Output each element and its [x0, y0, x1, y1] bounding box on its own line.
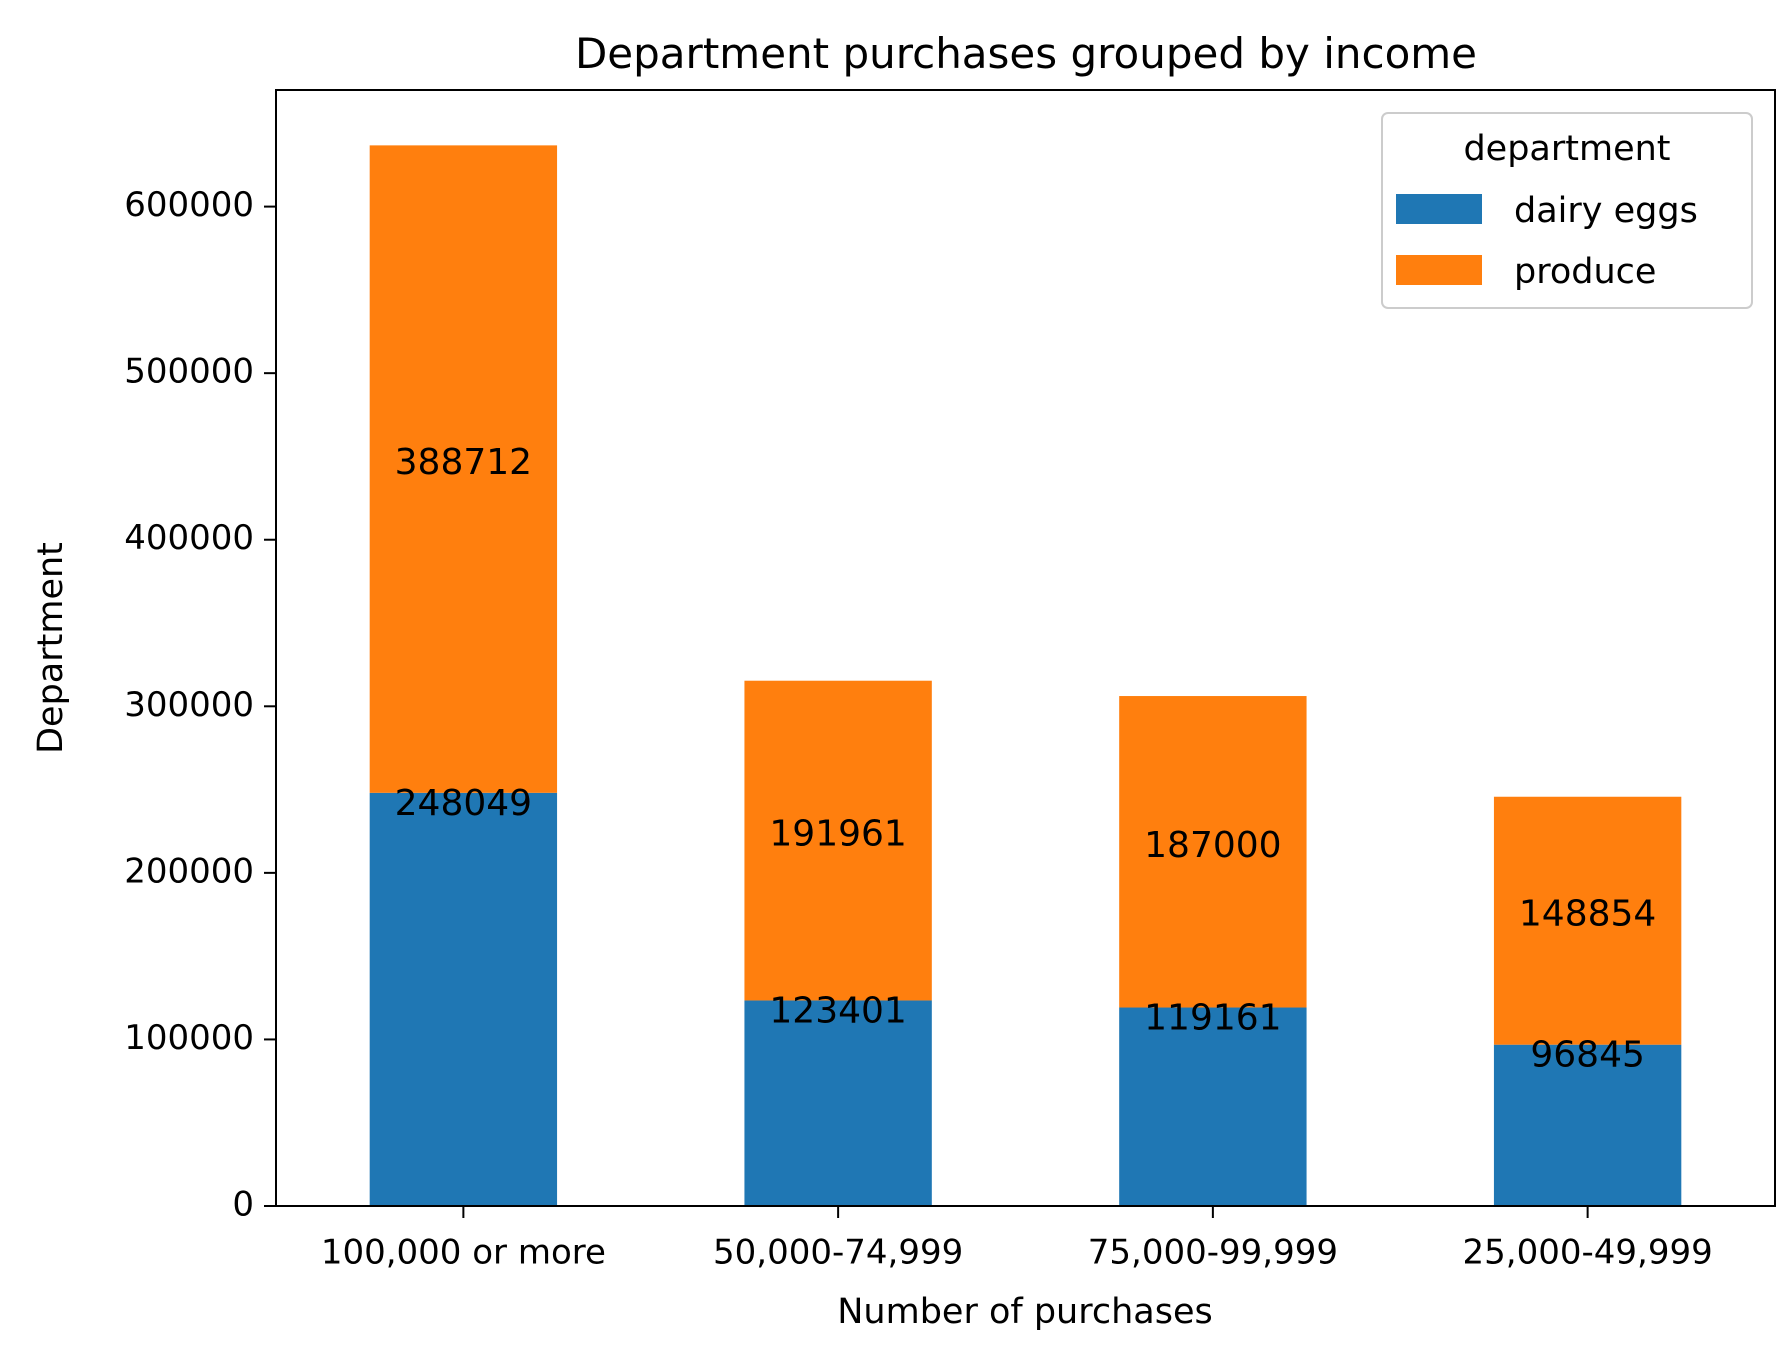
x-tick-label-100-000-or-more: 100,000 or more	[321, 1233, 606, 1273]
legend-title: department	[1463, 129, 1670, 169]
bar-produce-100-000-or-more	[369, 145, 558, 793]
y-tick-label: 400000	[124, 518, 254, 558]
plot-area-frame	[275, 89, 1776, 1207]
x-tick-label-50-000-74-999: 50,000-74,999	[713, 1233, 963, 1273]
y-tick-label: 100000	[124, 1018, 254, 1058]
x-axis-label: Number of purchases	[837, 1292, 1212, 1332]
y-tick-label: 600000	[124, 185, 254, 225]
bars-group	[369, 145, 1682, 1206]
legend-swatch-produce	[1396, 255, 1482, 285]
x-tick-label-25-000-49-999: 25,000-49,999	[1463, 1233, 1713, 1273]
bar-produce-75-000-99-999	[1119, 696, 1307, 1008]
x-tick-label-75-000-99-999: 75,000-99,999	[1088, 1233, 1338, 1273]
y-axis: 0 100000 200000 300000 400000 500000 600000	[124, 185, 276, 1225]
data-label-dairy-eggs-25-000-49-999: 96845	[1530, 1035, 1645, 1076]
bar-labels-group: 248049 388712 123401 191961 119161 187000 9684…	[395, 442, 1657, 1076]
bar-dairy-eggs-50-000-74-999	[744, 1000, 932, 1206]
data-label-produce-100-000-or-more: 388712	[395, 442, 532, 483]
bar-dairy-eggs-25-000-49-999	[1493, 1044, 1682, 1206]
y-tick-label: 500000	[124, 352, 254, 392]
data-label-dairy-eggs-100-000-or-more: 248049	[395, 783, 532, 824]
data-label-produce-75-000-99-999: 187000	[1144, 825, 1281, 866]
y-tick-label: 0	[232, 1185, 254, 1225]
x-axis: 100,000 or more 50,000-74,999 75,000-99,99…	[321, 1206, 1713, 1273]
legend-entry-produce: produce	[1514, 252, 1656, 292]
legend-swatch-dairy-eggs	[1396, 194, 1482, 224]
legend: department dairy eggs produce	[1381, 112, 1753, 309]
bar-produce-25-000-49-999	[1493, 796, 1682, 1045]
bar-dairy-eggs-100-000-or-more	[369, 792, 558, 1206]
y-tick-label: 300000	[124, 685, 254, 725]
bar-dairy-eggs-75-000-99-999	[1119, 1007, 1307, 1206]
data-label-dairy-eggs-50-000-74-999: 123401	[769, 990, 906, 1031]
y-axis-label: Department	[31, 542, 71, 754]
legend-entry-dairy-eggs: dairy eggs	[1514, 191, 1698, 231]
data-label-dairy-eggs-75-000-99-999: 119161	[1144, 998, 1281, 1039]
y-tick-label: 200000	[124, 851, 254, 891]
data-label-produce-50-000-74-999: 191961	[769, 814, 906, 855]
chart-title: Department purchases grouped by income	[575, 29, 1477, 78]
bar-produce-50-000-74-999	[744, 680, 932, 1001]
data-label-produce-25-000-49-999: 148854	[1519, 894, 1656, 935]
